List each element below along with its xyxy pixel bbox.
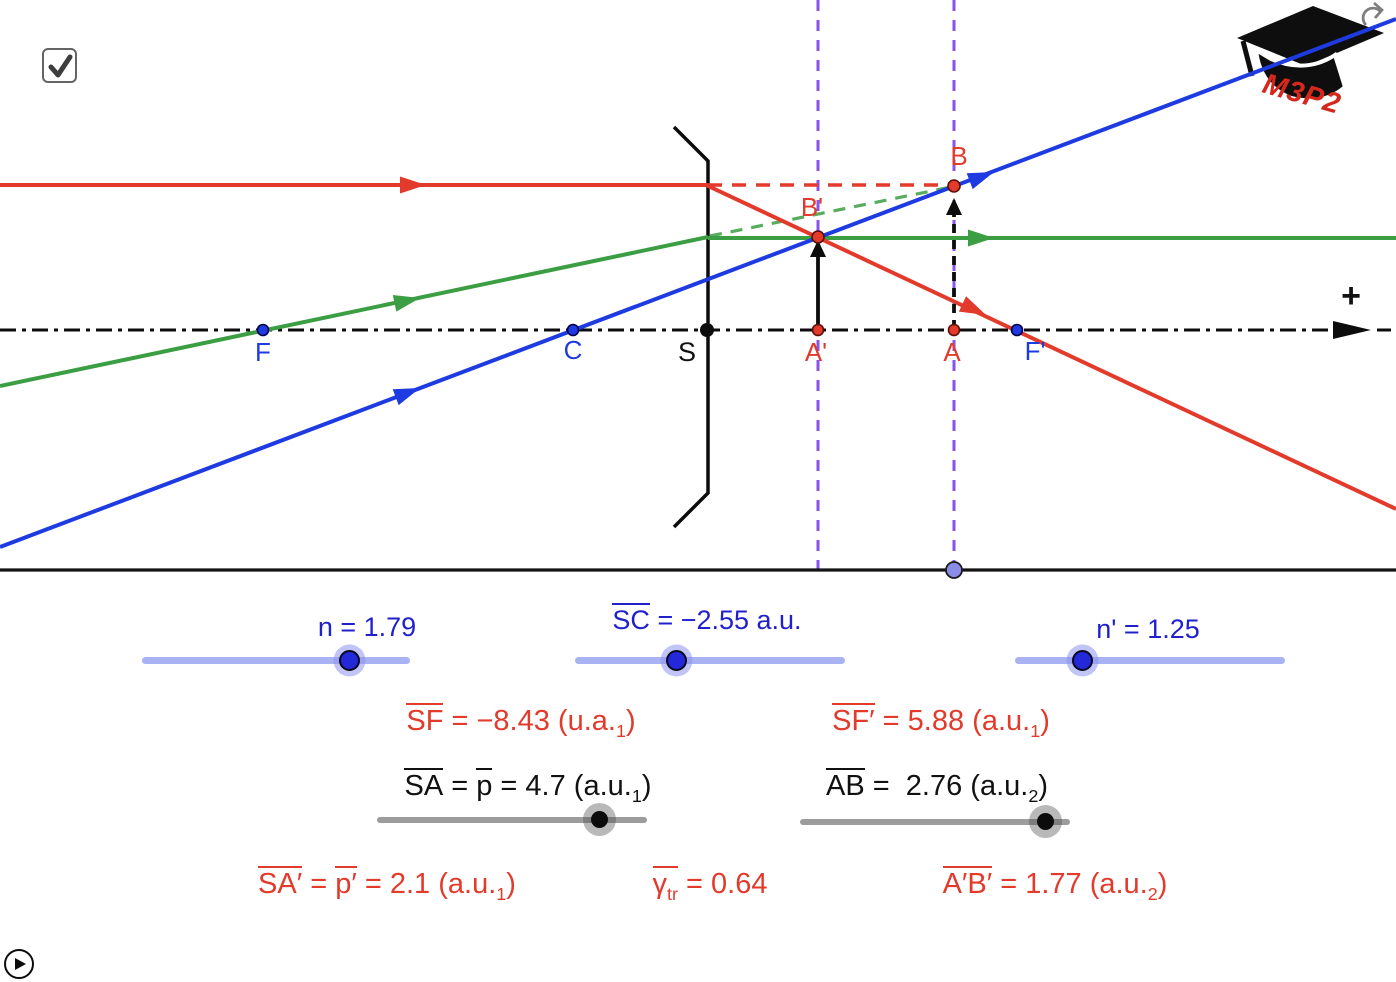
readout-sf: SF = −8.43 (u.a.1): [406, 703, 636, 741]
checkmark-icon: [48, 54, 72, 77]
label-F-prime: F': [1025, 336, 1046, 366]
slider-sc-label: SC = −2.55 a.u.: [612, 603, 802, 635]
label-A-prime: A': [805, 337, 827, 367]
slider-sc-track[interactable]: [575, 657, 845, 664]
green-ray-virtual-extension: [709, 185, 952, 238]
readout-gamma-tr: γtr = 0.64: [652, 866, 768, 904]
object-arrow: [946, 198, 962, 329]
blue-ray: [0, 17, 1396, 549]
slider-ab-handle[interactable]: [1037, 813, 1054, 830]
point-A-control[interactable]: [945, 561, 963, 579]
reset-icon[interactable]: [1361, 1, 1384, 26]
slider-n-handle[interactable]: [339, 650, 360, 671]
slider-ab-label: AB = 2.76 (a.u.2): [826, 768, 1048, 806]
slider-ab-track[interactable]: [800, 819, 1070, 825]
green-arrowhead-incident: [392, 295, 420, 312]
point-A[interactable]: [947, 323, 961, 337]
slider-n-label: n = 1.79: [317, 612, 417, 642]
readout-sf-prime: SF′ = 5.88 (a.u.1): [832, 703, 1050, 741]
slider-n-prime-handle[interactable]: [1072, 650, 1093, 671]
show-rays-checkbox[interactable]: [42, 48, 77, 83]
play-icon: [15, 958, 26, 970]
green-arrowhead-refracted: [968, 229, 994, 247]
slider-n-track[interactable]: [142, 657, 410, 664]
green-ray: [0, 185, 1396, 388]
point-S: [700, 323, 714, 337]
red-arrowhead-incident: [400, 176, 426, 194]
readout-sa-prime: SA′ = p′ = 2.1 (a.u.1): [258, 866, 516, 904]
play-button[interactable]: [4, 949, 34, 979]
red-arrowhead-refracted: [958, 296, 986, 315]
label-A: A: [943, 337, 961, 367]
blue-arrowhead-refracted: [966, 172, 994, 190]
slider-sa-track[interactable]: [377, 817, 647, 823]
image-arrow: [810, 240, 826, 329]
slider-n-prime-track[interactable]: [1015, 657, 1285, 664]
optical-axis: [0, 321, 1391, 339]
readout-a-prime-b-prime: A′B′ = 1.77 (a.u.2): [942, 866, 1168, 904]
slider-sc-handle[interactable]: [666, 650, 687, 671]
point-F-prime: [1010, 323, 1024, 337]
label-S: S: [678, 337, 696, 367]
point-B-prime: [811, 230, 825, 244]
positive-direction-sign: +: [1341, 277, 1361, 315]
slider-sa-label: SA = p = 4.7 (a.u.1): [404, 768, 652, 806]
label-C: C: [564, 335, 583, 365]
slider-sa-handle[interactable]: [591, 811, 608, 828]
point-F: [256, 323, 270, 337]
m3p2-logo-icon: M3P2: [1237, 6, 1384, 121]
blue-arrowhead-incident: [392, 388, 420, 406]
point-C: [566, 323, 580, 337]
point-A-prime: [811, 323, 825, 337]
point-B[interactable]: [947, 179, 961, 193]
slider-n-prime-label: n' = 1.25: [1096, 614, 1200, 644]
label-B-prime: B': [801, 192, 823, 222]
label-F: F: [255, 337, 271, 367]
label-B: B: [950, 141, 967, 171]
